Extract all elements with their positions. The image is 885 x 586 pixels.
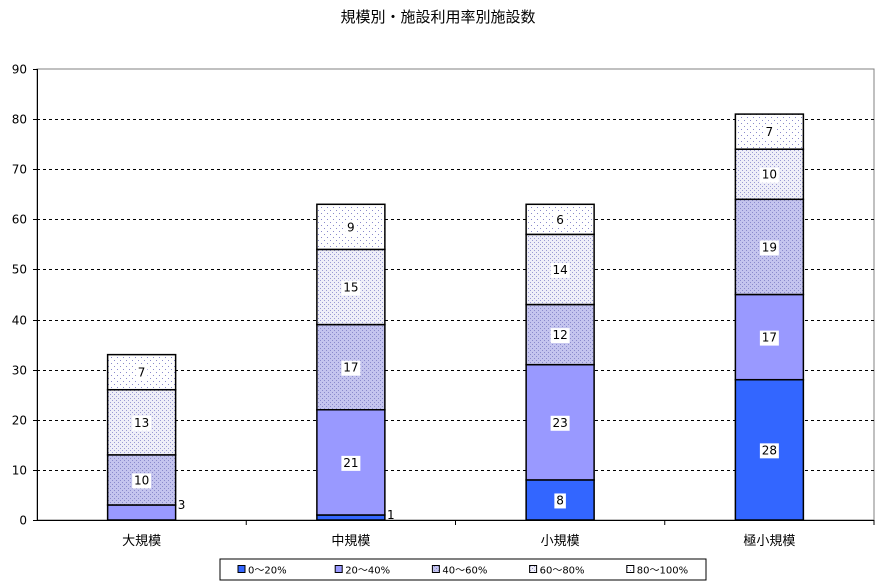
data-label-background — [759, 443, 779, 459]
data-label: 21 — [343, 456, 358, 470]
y-tick-label: 60 — [12, 213, 27, 227]
y-tick-label: 80 — [12, 113, 27, 127]
data-label-background — [554, 212, 566, 228]
data-label-background — [132, 415, 152, 431]
category-label: 大規模 — [122, 534, 161, 549]
legend-label: 40～60% — [442, 566, 487, 577]
y-tick-label: 70 — [12, 163, 27, 177]
data-label-background — [763, 125, 776, 141]
legend-swatch — [626, 565, 635, 573]
legend-label: 60～80% — [540, 566, 585, 577]
y-tick-label: 40 — [12, 314, 27, 328]
data-label: 8 — [556, 493, 564, 507]
legend-swatch — [529, 565, 538, 573]
data-label-background — [135, 365, 148, 381]
data-label: 7 — [138, 366, 146, 380]
data-label-background — [550, 328, 570, 344]
category-label: 中規模 — [331, 534, 370, 549]
data-label-background — [550, 415, 570, 431]
y-axis: 0 10 20 30 40 50 60 70 80 90 — [12, 63, 875, 528]
data-label-background — [341, 360, 361, 376]
data-label: 19 — [762, 240, 777, 254]
data-label: 14 — [552, 263, 567, 277]
y-tick-label: 0 — [19, 514, 27, 528]
data-label-background — [550, 262, 570, 278]
data-label: 10 — [762, 168, 777, 182]
data-label: 17 — [762, 331, 777, 345]
data-label-background — [759, 330, 779, 346]
y-tick-label: 20 — [12, 414, 27, 428]
category-label: 極小規模 — [743, 533, 795, 549]
legend-box — [219, 558, 707, 581]
category-label: 小規模 — [541, 534, 580, 549]
y-tick-label: 50 — [12, 263, 27, 277]
data-labels: 3 10 13 7 1 21 17 15 9 8 23 12 14 6 28 17 19 10 7 — [132, 125, 779, 522]
data-label: 3 — [178, 498, 186, 512]
data-label-background — [341, 455, 361, 471]
legend-swatch — [334, 565, 343, 573]
data-label-background — [341, 280, 361, 296]
data-label: 1 — [387, 508, 395, 522]
bar-segment — [525, 363, 595, 481]
x-axis-labels: 大規模 中規模 小規模 極小規模 — [122, 533, 795, 549]
legend-swatch — [237, 565, 246, 573]
y-tick-label: 30 — [12, 364, 27, 378]
data-label-background — [554, 493, 566, 509]
data-label: 6 — [556, 213, 564, 227]
data-label: 17 — [343, 361, 358, 375]
data-label: 28 — [762, 443, 777, 457]
data-label: 9 — [347, 220, 355, 234]
bar-segment — [316, 514, 386, 521]
data-label: 15 — [343, 280, 358, 294]
legend-label: 20～40% — [345, 566, 390, 577]
data-label-background — [132, 473, 152, 489]
y-tick-label: 90 — [12, 63, 27, 77]
legend: 0～20% 20～40% 40～60% 60～80% 80～100% — [219, 558, 707, 581]
legend-swatch — [431, 565, 440, 573]
data-label: 13 — [134, 416, 149, 430]
data-label: 10 — [134, 473, 149, 487]
data-label: 23 — [552, 416, 567, 430]
bars — [106, 113, 805, 521]
data-label-background — [759, 240, 779, 256]
chart-title: 規模別・施設利用率別施設数 — [340, 8, 535, 26]
data-label-background — [759, 167, 779, 183]
bar-segment — [106, 504, 177, 521]
legend-label: 0～20% — [248, 566, 287, 577]
y-tick-label: 10 — [12, 464, 27, 478]
data-label-background — [345, 220, 357, 236]
data-label: 12 — [552, 328, 567, 342]
data-label: 7 — [766, 125, 774, 139]
legend-label: 80～100% — [637, 566, 688, 577]
